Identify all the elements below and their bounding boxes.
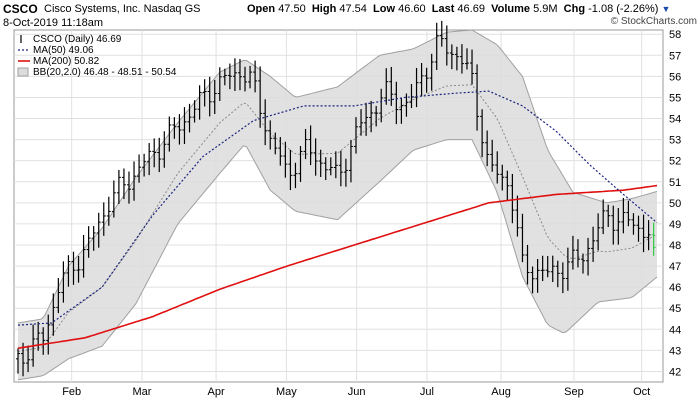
ma200-line [17,184,658,350]
y-tick-label: 48 [669,240,681,252]
x-tick-label: Oct [633,386,650,398]
open-value: 47.50 [278,3,306,15]
high-value: 47.54 [339,3,367,15]
quote-summary: Open 47.50 High 47.54 Low 46.60 Last 46.… [247,3,670,15]
ticker-symbol: CSCO [3,2,38,16]
legend-label: MA(50) 49.06 [33,45,94,56]
y-tick-label: 58 [669,29,681,41]
legend-label: MA(200) 50.82 [33,56,100,67]
x-tick-label: Apr [208,386,225,398]
legend-swatch [17,67,29,77]
x-tick-label: May [276,386,297,398]
low-value: 46.60 [398,3,426,15]
y-tick-label: 47 [669,261,681,273]
y-tick-label: 43 [669,345,681,357]
legend-label: CSCO (Daily) 46.69 [33,34,122,45]
chg-value: -1.08 (-2.26%) [588,3,659,15]
y-tick-label: 44 [669,324,681,336]
ma50-line [17,90,658,326]
bb-band-fill [18,30,657,380]
y-tick-label: 42 [669,366,681,378]
company-name: Cisco Systems, Inc. Nasdaq GS [44,3,201,15]
x-tick-label: Mar [132,386,151,398]
y-tick-label: 51 [669,177,681,189]
x-tick-label: Aug [491,386,511,398]
last-value: 46.69 [457,3,485,15]
watermark: © StockCharts.com [610,16,697,27]
bb-lower-line [17,139,658,381]
y-tick-label: 56 [669,71,681,83]
y-tick-label: 46 [669,282,681,294]
x-tick-label: Jun [348,386,366,398]
volume-value: 5.9M [533,3,558,15]
x-tick-label: Feb [62,386,81,398]
x-tick-label: Sep [564,386,584,398]
x-tick-label: Jul [420,386,434,398]
y-tick-label: 50 [669,198,681,210]
down-arrow-icon: ▼ [661,4,671,14]
y-tick-label: 45 [669,303,681,315]
volume-label: Volume [491,3,530,15]
last-label: Last [431,3,455,15]
legend-label: BB(20,2.0) 46.48 - 48.51 - 50.54 [33,67,177,78]
high-label: High [311,3,337,15]
chg-label: Chg [563,3,586,15]
y-tick-label: 52 [669,156,681,168]
quote-date: 8-Oct-2019 11:18am [3,17,104,29]
y-tick-label: 49 [669,219,681,231]
chart-header: CSCO Cisco Systems, Inc. Nasdaq GS 8-Oct… [0,0,700,30]
y-tick-label: 53 [669,135,681,147]
open-label: Open [247,3,276,15]
y-tick-label: 54 [669,114,681,126]
y-tick-label: 55 [669,92,681,104]
low-label: Low [373,3,396,15]
y-tick-label: 57 [669,50,681,62]
